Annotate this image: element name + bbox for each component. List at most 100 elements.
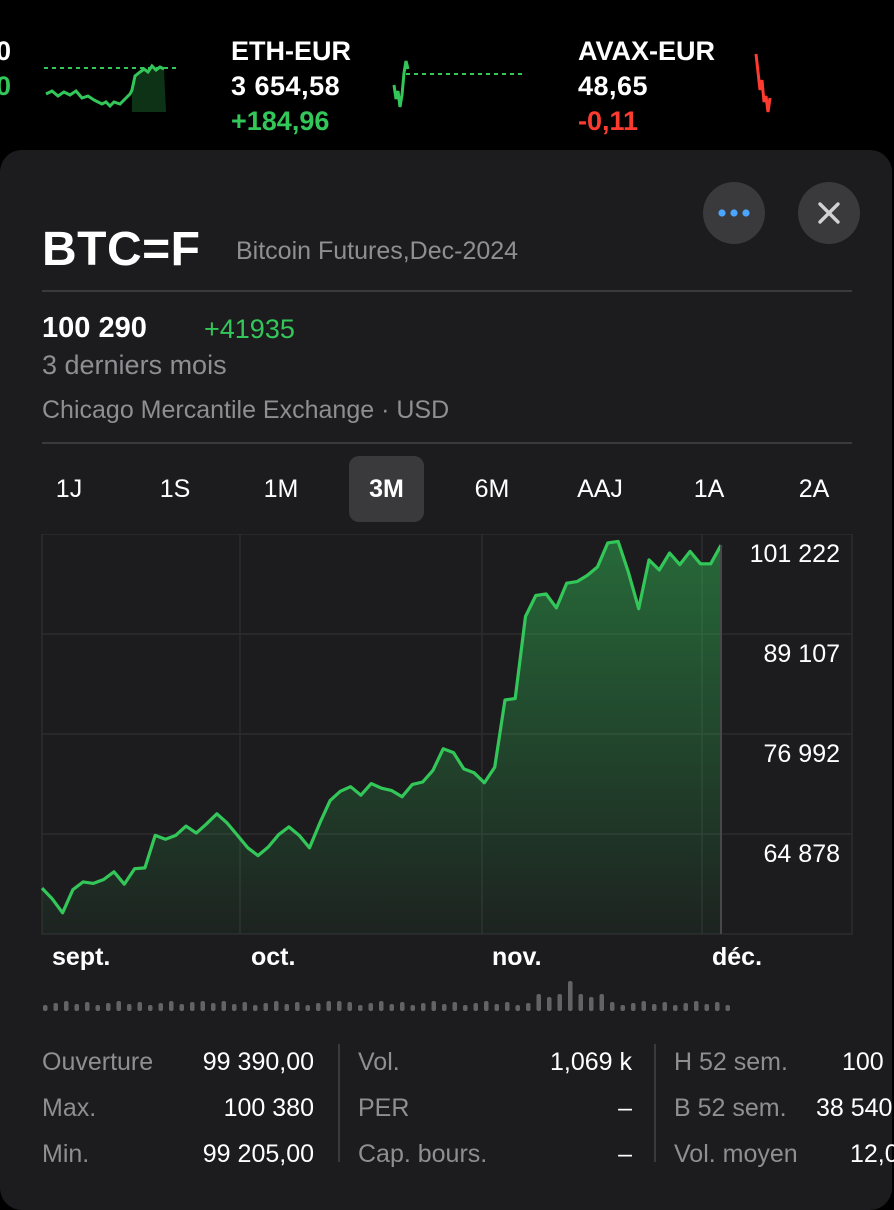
y-tick-label: 89 107 [764,640,840,668]
stat-value-market-cap: – [618,1140,632,1168]
close-button[interactable] [798,182,860,244]
stat-value-52w-low: 38 540 [816,1094,893,1122]
volume-bar [547,997,552,1011]
volume-bar [641,1001,646,1011]
stats-divider [338,1044,340,1162]
stat-value-low: 99 205,00 [202,1140,314,1168]
volume-bar [274,1001,279,1011]
tab-1a[interactable]: 1A [693,475,725,503]
tab-3m[interactable]: 3M [349,456,424,522]
stock-symbol: BTC=F [42,223,201,276]
volume-bar [242,1002,247,1011]
volume-bar [484,1001,489,1011]
volume-bar [253,1005,258,1011]
volume-bar [337,1001,342,1011]
volume-bar [515,1005,520,1011]
tab-2a[interactable]: 2A [798,475,830,503]
volume-bar [620,1005,625,1011]
volume-bar [158,1003,163,1011]
ellipsis-icon [718,209,750,217]
stat-label-volume: Vol. [358,1048,400,1076]
x-tick-label: oct. [251,943,295,971]
volume-bar [53,1003,58,1011]
volume-bar [85,1002,90,1011]
volume-bar [421,1003,426,1011]
volume-bar [347,1002,352,1011]
ticker-partial-line1: 0 [0,36,12,66]
x-tick-label: sept. [52,943,110,971]
ticker-change: +184,96 [231,106,330,136]
volume-bar [568,981,573,1011]
tab-1m[interactable]: 1M [263,475,299,503]
volume-bar [473,1003,478,1011]
volume-bar [221,1001,226,1011]
ticker-symbol: AVAX-EUR [578,36,716,66]
tab-1j[interactable]: 1J [55,475,83,503]
volume-bar [578,994,583,1011]
volume-bar [106,1003,111,1011]
volume-bar [557,994,562,1011]
ticker-price: 48,65 [578,71,649,101]
volume-bar [95,1005,100,1011]
more-button[interactable] [703,182,765,244]
ticker-price: 3 654,58 [231,71,341,101]
sparkline-avax-eur [754,53,772,113]
volume-bar [190,1002,195,1011]
volume-bar [326,1001,331,1011]
stat-label-52w-low: B 52 sem. [674,1094,787,1122]
x-tick-label: nov. [492,943,542,971]
stats-divider [654,1044,656,1162]
volume-bar [74,1004,79,1011]
x-tick-label: déc. [712,943,762,971]
volume-bar [116,1001,121,1011]
price-area-fill [42,541,721,934]
quote-divider [42,442,852,444]
volume-bar [127,1004,132,1011]
volume-bar [316,1003,321,1011]
volume-bar [452,1002,457,1011]
volume-bar [400,1002,405,1011]
y-tick-label: 64 878 [764,840,840,868]
volume-bar [589,997,594,1011]
stat-value-52w-high: 100 [842,1048,884,1076]
ticker-symbol: ETH-EUR [231,36,351,66]
stat-label-open: Ouverture [42,1048,154,1076]
volume-bar [505,1002,510,1011]
stat-value-high: 100 380 [223,1094,314,1122]
volume-bar [305,1005,310,1011]
range-tabs: 1J 1S 1M 3M 6M AAJ 1A 2A [0,456,894,522]
volume-bar [295,1002,300,1011]
volume-bar [284,1004,289,1011]
volume-bar [631,1003,636,1011]
ticker-item-eth-eur[interactable]: ETH-EUR 3 654,58 +184,96 [231,34,351,139]
stat-value-volume: 1,069 k [549,1048,632,1076]
volume-bar [43,1005,48,1011]
y-tick-label: 76 992 [764,740,840,768]
volume-bar [683,1003,688,1011]
stat-label-low: Min. [42,1140,90,1168]
volume-bar [64,1001,69,1011]
stock-detail-card: BTC=F Bitcoin Futures,Dec-2024 100 290 +… [0,150,894,1210]
ticker-strip[interactable]: 0 0 ETH-EUR 3 654,58 +184,96 AVAX-EUR 48… [0,0,894,150]
stat-value-open: 99 390,00 [202,1048,314,1076]
volume-bar [410,1005,415,1011]
volume-bar [715,1002,720,1011]
volume-bar [725,1005,730,1011]
tab-aaj[interactable]: AAJ [577,475,623,503]
stock-name: Bitcoin Futures,Dec-2024 [236,237,519,265]
ticker-change: -0,11 [578,106,639,136]
price-line [40,539,723,915]
header-divider [42,290,852,292]
price-chart[interactable]: 101 222 89 107 76 992 64 878 sept. oct. nov. d… [0,534,894,1034]
volume-bar [169,1001,174,1011]
ticker-item-partial[interactable]: 0 0 [0,34,12,104]
volume-bar [494,1004,499,1011]
volume-bar [389,1004,394,1011]
sparkline-partial [44,63,176,112]
volume-bar [652,1004,657,1011]
ticker-item-avax-eur[interactable]: AVAX-EUR 48,65 -0,11 [578,34,715,139]
volume-bar [179,1004,184,1011]
tab-1s[interactable]: 1S [159,475,191,503]
tab-6m[interactable]: 6M [474,475,510,503]
volume-bar [673,1005,678,1011]
